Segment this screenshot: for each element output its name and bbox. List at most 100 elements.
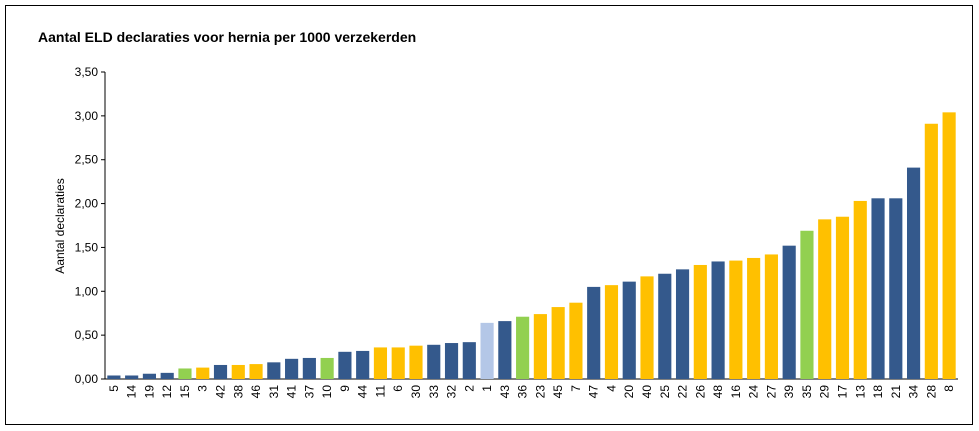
y-tick-label: 3,00 [75,109,99,123]
x-tick-label: 48 [711,385,725,399]
bar [587,286,601,379]
y-tick-label: 2,50 [75,153,99,167]
bar [498,321,512,379]
x-tick-label: 27 [764,385,778,399]
x-tick-label: 25 [658,385,672,399]
x-tick-label: 13 [853,385,867,399]
x-tick-label: 12 [160,385,174,399]
x-tick-label: 39 [782,385,796,399]
bar [871,198,885,379]
x-tick-label: 20 [622,385,636,399]
bar [569,302,583,379]
y-tick-label: 0,50 [75,328,99,342]
bar [427,344,441,379]
bar [622,281,636,379]
x-tick-label: 9 [338,385,352,392]
bar [711,261,725,379]
x-tick-label: 3 [196,385,210,392]
y-tick-label: 2,00 [75,197,99,211]
chart-title: Aantal ELD declaraties voor hernia per 1… [38,29,416,45]
bar [747,257,761,379]
bar [231,364,245,379]
bar [924,123,938,379]
x-tick-label: 29 [818,385,832,399]
x-tick-label: 8 [942,385,956,392]
bar [658,273,672,379]
x-tick-label: 7 [569,385,583,392]
bar [462,342,476,379]
bar [338,351,352,379]
bar [835,216,850,379]
bar [142,373,157,379]
bar [889,198,903,379]
x-tick-label: 17 [835,385,849,399]
x-tick-label: 26 [693,385,707,399]
bar [800,230,814,379]
bar [906,167,921,379]
x-tick-label: 16 [729,385,743,399]
x-tick-label: 14 [125,385,139,399]
bar [604,285,619,379]
x-tick-label: 6 [391,385,405,392]
bar [480,322,494,379]
bar [675,269,690,379]
bar [302,357,316,379]
x-tick-label: 34 [907,385,921,399]
y-axis-label: Aantal declaraties [53,178,67,273]
bar [640,276,654,379]
bar [853,200,867,379]
x-tick-label: 21 [889,385,903,399]
x-tick-label: 18 [871,385,885,399]
bar [409,345,423,379]
x-tick-label: 4 [604,385,618,392]
x-tick-label: 15 [178,385,192,399]
x-tick-label: 40 [640,385,654,399]
x-tick-label: 32 [445,385,459,399]
x-tick-label: 42 [214,385,228,399]
bar [178,368,192,379]
x-tick-label: 30 [409,385,423,399]
bar [249,364,263,379]
bar [356,350,370,379]
bar [764,254,778,379]
x-tick-label: 41 [285,385,299,399]
bar [942,112,956,379]
x-tick-label: 10 [320,385,334,399]
bar [285,358,299,379]
x-tick-label: 38 [231,385,245,399]
y-tick-label: 3,50 [75,65,99,79]
y-tick-label: 1,00 [75,284,99,298]
bar [516,316,530,379]
x-tick-label: 46 [249,385,263,399]
bar [391,347,405,379]
x-tick-label: 22 [676,385,690,399]
x-tick-label: 19 [142,385,156,399]
bar [320,357,334,379]
bar [213,364,228,379]
bar [551,307,565,379]
x-tick-label: 37 [302,385,316,399]
bar [125,375,139,379]
x-tick-label: 35 [800,385,814,399]
x-tick-label: 11 [373,385,387,398]
x-tick-label: 44 [356,385,370,399]
bar [729,260,743,379]
bar [444,343,459,379]
x-tick-label: 45 [551,385,565,399]
x-tick-label: 43 [498,385,512,399]
bar [196,367,210,379]
bar [373,347,388,379]
x-tick-label: 31 [267,385,281,399]
bar [107,375,121,379]
x-tick-label: 5 [107,385,121,392]
bar [267,362,281,379]
y-tick-label: 1,50 [75,240,99,254]
bar [818,219,832,379]
x-tick-label: 47 [587,385,601,399]
bar [160,372,174,379]
x-tick-label: 36 [516,385,530,399]
x-tick-label: 24 [747,385,761,399]
bar [693,264,707,379]
